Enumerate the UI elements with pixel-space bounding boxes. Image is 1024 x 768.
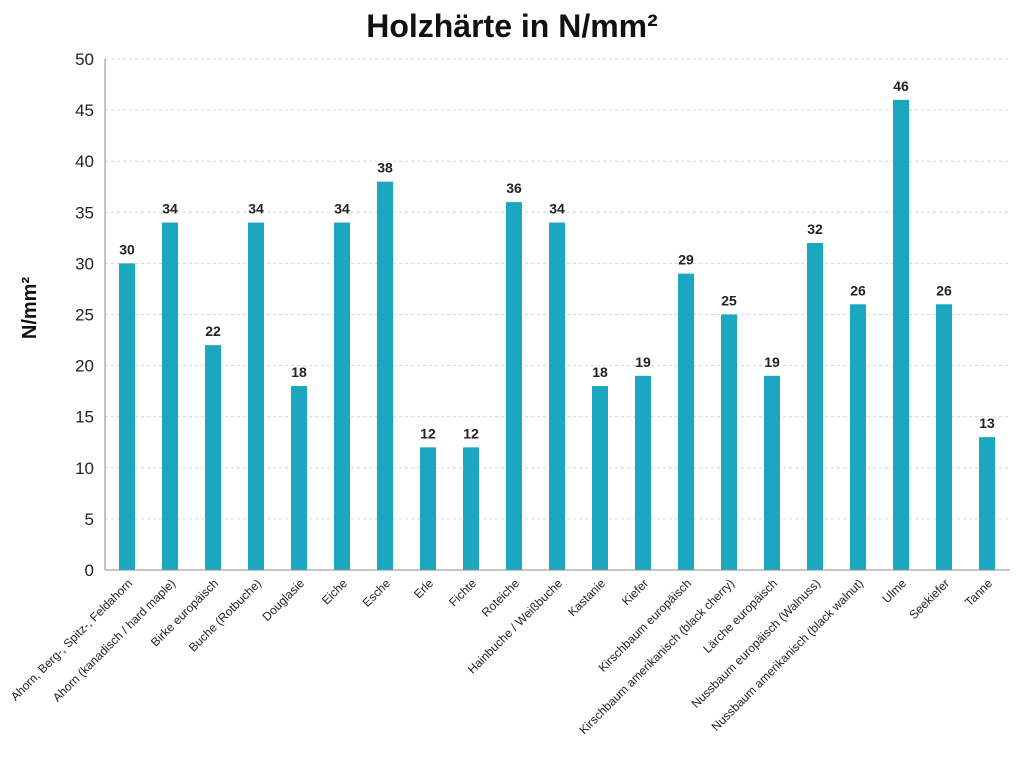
bar — [119, 263, 135, 570]
bar-value-label: 32 — [807, 221, 823, 237]
bar-value-label: 46 — [893, 78, 909, 94]
bar-value-label: 18 — [291, 364, 307, 380]
bar — [334, 222, 350, 570]
bar — [248, 222, 264, 570]
bar-value-label: 26 — [936, 282, 952, 298]
bar-value-label: 29 — [678, 252, 694, 268]
y-tick-label: 40 — [75, 152, 94, 171]
bar — [807, 242, 823, 570]
bar-value-label: 38 — [377, 160, 393, 176]
bar — [205, 345, 221, 570]
bar — [635, 375, 651, 570]
chart-title: Holzhärte in N/mm² — [366, 8, 658, 44]
bar-value-label: 34 — [248, 201, 264, 217]
x-category-label: Eiche — [319, 576, 350, 607]
x-category-label: Seekiefer — [906, 576, 952, 622]
x-category-label: Fichte — [446, 576, 479, 609]
bar-value-label: 13 — [979, 415, 995, 431]
x-category-label: Nussbaum amerikanisch (black walnut) — [709, 576, 867, 734]
x-category-label: Kastanie — [565, 576, 608, 619]
bar-layer — [119, 99, 995, 570]
bar-value-label: 36 — [506, 180, 522, 196]
bar-value-label: 26 — [850, 282, 866, 298]
y-tick-label: 20 — [75, 357, 94, 376]
x-category-label: Ulme — [879, 576, 909, 606]
bar — [850, 304, 866, 570]
y-tick-label: 25 — [75, 306, 94, 325]
bar-value-label: 12 — [463, 425, 479, 441]
bar — [592, 386, 608, 570]
bar — [377, 181, 393, 570]
y-tick-label: 30 — [75, 254, 94, 273]
bar-value-label: 34 — [162, 201, 178, 217]
bar — [936, 304, 952, 570]
y-tick-label: 10 — [75, 459, 94, 478]
x-category-label: Buche (Rotbuche) — [186, 576, 264, 654]
y-tick-label: 5 — [85, 510, 94, 529]
bar — [764, 375, 780, 570]
bar — [979, 437, 995, 570]
bar — [420, 447, 436, 570]
bar — [678, 273, 694, 570]
x-category-label: Douglasie — [259, 576, 307, 624]
y-tick-label: 15 — [75, 408, 94, 427]
y-tick-label: 35 — [75, 203, 94, 222]
bar-value-label: 25 — [721, 293, 737, 309]
bar-value-label: 22 — [205, 323, 221, 339]
x-category-label: Lärche europäisch — [700, 576, 780, 656]
bar — [463, 447, 479, 570]
y-axis-label: N/mm² — [19, 277, 41, 340]
bar — [721, 314, 737, 570]
bar-value-label: 30 — [119, 241, 135, 257]
bar — [549, 222, 565, 570]
bar-value-label: 12 — [420, 425, 436, 441]
bar — [162, 222, 178, 570]
x-category-label: Tanne — [962, 576, 995, 609]
y-tick-label: 50 — [75, 50, 94, 69]
x-category-label: Erle — [411, 576, 436, 601]
x-category-label: Kirschbaum amerikanisch (black cherry) — [576, 576, 737, 737]
bar-value-label: 19 — [764, 354, 780, 370]
y-tick-label: 0 — [85, 561, 94, 580]
x-category-label: Esche — [360, 576, 394, 610]
bar-value-label: 19 — [635, 354, 651, 370]
bar-value-label: 34 — [334, 201, 350, 217]
bar — [893, 99, 909, 570]
y-tick-label: 45 — [75, 101, 94, 120]
bar-value-label: 34 — [549, 201, 565, 217]
bar — [291, 386, 307, 570]
x-category-label: Kiefer — [619, 576, 651, 608]
x-category-label: Roteiche — [479, 576, 523, 620]
bar — [506, 202, 522, 570]
bar-value-label: 18 — [592, 364, 608, 380]
